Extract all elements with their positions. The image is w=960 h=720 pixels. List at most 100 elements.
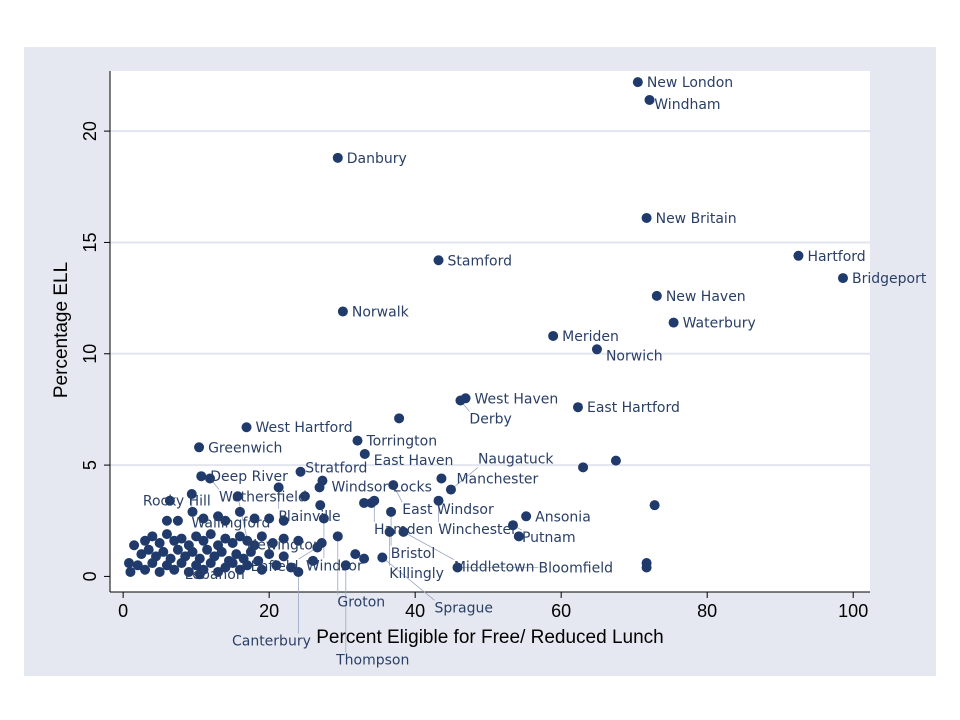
data-point [286,562,297,573]
point-label: Ansonia [535,509,591,525]
point-label: Greenwich [208,440,282,456]
data-point [513,531,524,542]
data-point [187,506,198,517]
data-point [433,255,444,266]
data-point [332,152,343,163]
data-point [143,544,154,555]
data-point [315,500,326,511]
data-point [241,422,252,433]
x-tick-label: 80 [697,601,717,621]
point-label: Naugatuck [478,451,554,467]
data-point [632,77,643,88]
data-point [147,558,158,569]
point-label: Enfield [251,559,299,575]
point-label: Wethersfield [219,489,307,505]
point-label: East Haven [374,453,454,469]
data-point [837,273,848,284]
point-label: Windsor [306,558,363,574]
data-point [610,455,621,466]
label-leader-line [450,467,479,490]
data-point [194,569,205,580]
point-label: Windham [654,97,720,113]
data-point [455,395,466,406]
data-point [194,442,205,453]
data-point [213,511,224,522]
point-label: Deep River [210,469,288,485]
data-point [123,558,134,569]
data-point [591,344,602,355]
data-point [264,513,275,524]
point-label: Hamden [374,522,433,538]
label-leader-line [382,557,435,601]
data-point [548,330,559,341]
point-label: New London [647,75,733,91]
data-point [147,531,158,542]
data-point [231,549,242,560]
data-point [198,513,209,524]
data-point [394,413,405,424]
data-point [154,566,165,577]
data-point [213,566,224,577]
point-label: Norwalk [352,304,410,320]
data-point [267,538,278,549]
data-point [234,564,245,575]
data-point [136,549,147,560]
point-label: East Hartford [587,400,680,416]
point-label: East Windsor [402,502,494,518]
data-point [140,535,151,546]
data-point [242,560,253,571]
data-point [161,560,172,571]
y-tick-label: 15 [80,232,100,252]
point-label: Sprague [435,600,493,616]
data-point [278,533,289,544]
data-point [176,558,187,569]
data-point [572,402,583,413]
data-point [337,306,348,317]
data-point [295,466,306,477]
data-point [340,560,351,571]
data-point [793,250,804,261]
x-axis-title: Percent Eligible for Free/ Reduced Lunch [316,627,663,648]
data-point [164,495,175,506]
data-point [191,560,202,571]
point-label: Windsor Locks [331,480,431,496]
data-point [187,546,198,557]
data-point [264,549,275,560]
data-point [377,552,388,563]
data-point [172,515,183,526]
data-point [398,526,409,537]
data-point [641,212,652,223]
y-tick-label: 10 [80,344,100,364]
y-tick-label: 5 [80,460,100,470]
data-point [176,533,187,544]
data-point [140,564,151,575]
data-point [388,480,399,491]
point-label: Torrington [365,434,437,450]
point-label: West Hartford [256,420,353,436]
point-label: West Haven [475,391,559,407]
point-label: Lebanon [185,567,245,583]
point-label: Groton [337,595,385,611]
x-tick-label: 40 [405,601,425,621]
data-point [644,94,655,105]
data-point [359,497,370,508]
point-label: Middletown [454,560,535,576]
point-label: Killingly [389,566,444,582]
data-point [245,546,256,557]
point-label: Plainville [278,509,340,525]
data-point [161,515,172,526]
point-label: Bristol [391,546,436,562]
data-point [452,562,463,573]
plot-area [110,71,870,592]
point-label: Stamford [448,253,512,269]
data-point [384,526,395,537]
data-point [317,475,328,486]
x-tick-label: 100 [838,601,868,621]
data-point [278,515,289,526]
data-point [220,533,231,544]
data-point [641,562,652,573]
data-point [132,560,143,571]
y-tick-label: 20 [80,121,100,141]
point-label: Meriden [562,329,619,345]
data-point [256,531,267,542]
